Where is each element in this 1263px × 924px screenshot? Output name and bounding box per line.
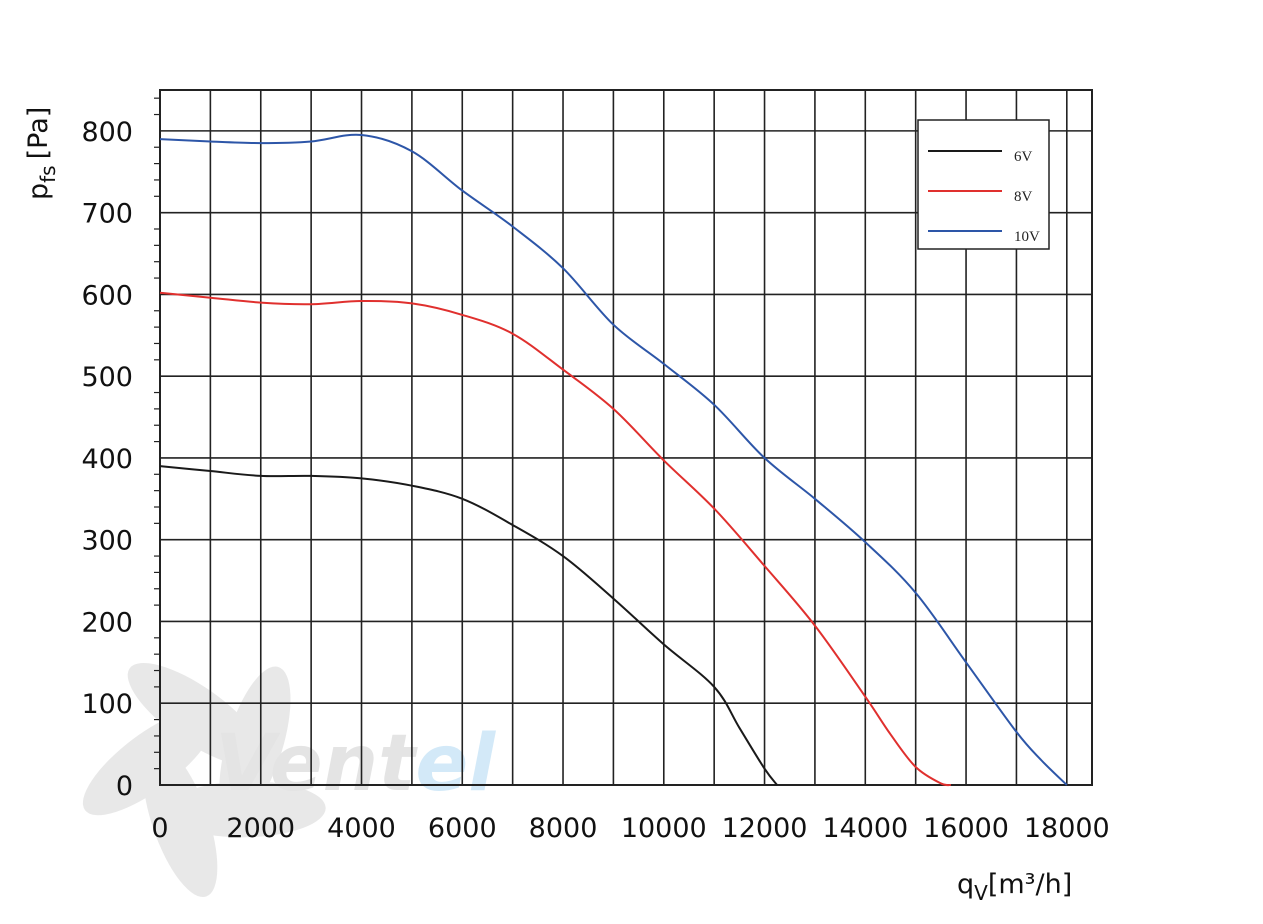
y-tick-label: 0	[116, 771, 133, 802]
y-tick-label: 500	[81, 362, 133, 393]
tick-labels: 0 2000 4000 6000 8000 10000 12000 14000 16000 180…	[81, 117, 1109, 844]
legend-label: 6V	[1014, 149, 1033, 165]
grid	[154, 89, 1093, 786]
plot-frame	[159, 89, 1093, 786]
fan-blade-icon	[82, 662, 326, 898]
x-tick-label: 2000	[226, 813, 295, 844]
y-tick-label: 100	[81, 689, 133, 720]
y-tick-label: 600	[81, 280, 133, 311]
x-tick-label: 0	[151, 813, 168, 844]
x-tick-label: 14000	[822, 813, 908, 844]
series-line-10v	[159, 133, 1068, 786]
legend-label: 8V	[1014, 189, 1033, 205]
legend-label: 10V	[1014, 229, 1040, 245]
y-tick-label: 700	[81, 199, 133, 230]
y-tick-label: 400	[81, 444, 133, 475]
x-tick-label: 10000	[621, 813, 707, 844]
ventel-watermark: Ventel	[82, 662, 496, 898]
x-tick-label: 12000	[722, 813, 808, 844]
x-tick-label: 8000	[529, 813, 598, 844]
x-axis-title: qV[m³/h]	[957, 869, 1072, 905]
legend: 6V 8V 10V	[917, 119, 1050, 250]
watermark-text-el: el	[415, 719, 496, 809]
y-tick-label: 800	[81, 117, 133, 148]
x-tick-label: 16000	[923, 813, 1009, 844]
svg-text:Ventel: Ventel	[215, 719, 496, 809]
x-tick-label: 18000	[1024, 813, 1110, 844]
y-tick-label: 200	[81, 607, 133, 638]
watermark-text-vent: Vent	[215, 719, 418, 809]
x-tick-label: 6000	[428, 813, 497, 844]
y-axis-title: pfs[Pa]	[23, 107, 60, 200]
y-tick-label: 300	[81, 526, 133, 557]
x-tick-label: 4000	[327, 813, 396, 844]
series-line-6v	[159, 465, 778, 786]
legend-box	[917, 119, 1050, 250]
series-line-8v	[159, 291, 952, 787]
series-lines	[159, 133, 1068, 787]
